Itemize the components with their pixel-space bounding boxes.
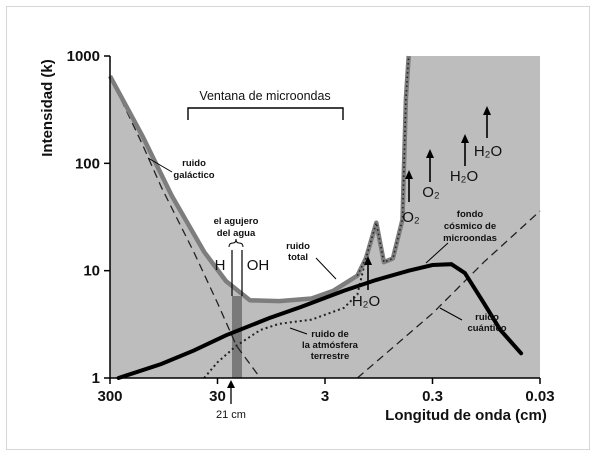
x-axis-label: Longitud de onda (cm)	[385, 407, 547, 424]
total-pointer	[315, 257, 337, 280]
y-tick-label: 1000	[67, 48, 100, 65]
total-label-1: ruido	[286, 241, 310, 252]
o2-label-2: O₂	[422, 184, 440, 201]
quantum-pointer	[439, 307, 463, 321]
atmos-label-2: la atmósfera	[302, 340, 359, 351]
total-label-2: total	[288, 252, 308, 263]
x-tick-label: 0.03	[525, 388, 554, 405]
axis-ticks: 300 30 3 0.3 0.03 1 10 100 1000	[67, 48, 555, 405]
atmos-label-1: ruido de	[311, 329, 348, 340]
x-tick-label: 300	[97, 388, 122, 405]
cmb-line	[116, 262, 524, 380]
h-label: H	[215, 257, 226, 274]
y-tick-label: 1	[92, 370, 100, 387]
21cm-arrow-head	[227, 380, 235, 388]
galactic-label-2: galáctico	[173, 170, 214, 181]
x-tick-label: 30	[209, 388, 226, 405]
o2-arrowhead-1	[405, 170, 413, 179]
cmb-label-1: fondo	[457, 209, 484, 220]
x-tick-label: 3	[321, 388, 329, 405]
atmos-pointer	[289, 327, 308, 335]
o2-label-1: O₂	[402, 209, 420, 226]
cmb-pointer	[425, 242, 449, 264]
water-hole-label-2: del agua	[217, 228, 256, 239]
atmos-label-3: terrestre	[311, 351, 350, 362]
figure-frame	[6, 6, 590, 450]
y-tick-label: 10	[83, 263, 100, 280]
quantum-noise-line	[356, 210, 541, 379]
oh-label: OH	[247, 257, 270, 274]
water-hole-label-1: el agujero	[214, 216, 259, 227]
window-label: Ventana de microondas	[199, 89, 330, 103]
water-hole-band	[232, 296, 242, 378]
galactic-pointer	[147, 157, 173, 173]
y-tick-label: 100	[75, 155, 100, 172]
21cm-label: 21 cm	[216, 409, 246, 421]
quantum-label-2: cuántico	[467, 323, 506, 334]
h2o-arrowhead-2	[461, 134, 469, 143]
h2o-arrowhead-3	[483, 106, 491, 115]
total-noise-line	[108, 55, 411, 304]
h2o-label-3: H₂O	[474, 143, 502, 160]
h2o-label-2: H₂O	[450, 168, 478, 185]
shaded-noise-region	[110, 56, 540, 378]
x-tick-label: 0.3	[422, 388, 443, 405]
cmb-label-3: microondas	[443, 233, 497, 244]
cmb-label-2: cósmico de	[444, 221, 496, 232]
y-axis-label: Intensidad (k)	[39, 59, 56, 157]
o2-arrowhead-2	[426, 149, 434, 158]
galactic-label-1: ruido	[182, 158, 206, 169]
h2o-label-1: H₂O	[352, 293, 380, 310]
quantum-label-1: ruido	[475, 312, 499, 323]
h2o-arrowhead-1	[364, 256, 372, 265]
water-hole-brace	[228, 238, 244, 248]
window-bracket	[187, 107, 344, 120]
